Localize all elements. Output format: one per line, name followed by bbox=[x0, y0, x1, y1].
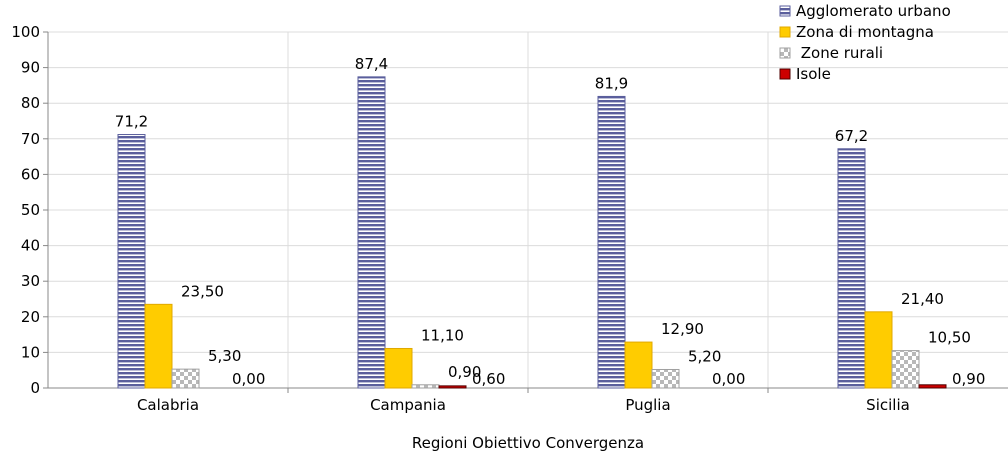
grid bbox=[48, 31, 1008, 389]
data-label: 12,90 bbox=[661, 320, 704, 338]
legend: Agglomerato urbano Zona di montagna Zone … bbox=[779, 2, 951, 83]
x-tick-label: Calabria bbox=[137, 396, 199, 414]
data-labels: 71,223,505,300,0087,411,100,900,6081,912… bbox=[115, 55, 986, 388]
x-tick-label: Campania bbox=[370, 396, 446, 414]
bar bbox=[624, 341, 653, 389]
y-tick-label: 90 bbox=[21, 59, 40, 77]
data-label: 0,00 bbox=[712, 370, 745, 388]
y-tick-label: 0 bbox=[30, 379, 40, 397]
data-label: 10,50 bbox=[928, 329, 971, 347]
y-tick-label: 20 bbox=[21, 308, 40, 326]
bars bbox=[117, 76, 947, 389]
x-tick-label: Puglia bbox=[625, 396, 670, 414]
legend-label: Agglomerato urbano bbox=[796, 2, 951, 20]
data-label: 23,50 bbox=[181, 282, 224, 300]
bar bbox=[384, 347, 413, 389]
legend-label: Zona di montagna bbox=[796, 23, 934, 41]
legend-swatch bbox=[779, 5, 791, 17]
data-label: 71,2 bbox=[115, 113, 148, 131]
bar bbox=[891, 350, 920, 389]
bar bbox=[918, 384, 947, 389]
y-tick-label: 100 bbox=[11, 23, 40, 41]
bar bbox=[117, 134, 146, 389]
data-label: 0,90 bbox=[952, 370, 985, 388]
data-label: 81,9 bbox=[595, 74, 628, 92]
data-label: 11,10 bbox=[421, 326, 464, 344]
bar bbox=[597, 95, 626, 389]
data-label: 5,30 bbox=[208, 347, 241, 365]
y-tick-label: 70 bbox=[21, 130, 40, 148]
legend-label: Isole bbox=[796, 65, 831, 83]
bar bbox=[438, 385, 467, 389]
bar bbox=[651, 368, 680, 389]
y-tick-label: 40 bbox=[21, 237, 40, 255]
data-label: 0,60 bbox=[472, 370, 505, 388]
x-tick-label: Sicilia bbox=[866, 396, 910, 414]
y-tick-label: 30 bbox=[21, 272, 40, 290]
bar bbox=[144, 303, 173, 389]
bar bbox=[411, 384, 440, 389]
data-label: 67,2 bbox=[835, 127, 868, 145]
y-tick-label: 80 bbox=[21, 94, 40, 112]
y-tick-label: 10 bbox=[21, 343, 40, 361]
y-tick-label: 50 bbox=[21, 201, 40, 219]
data-label: 21,40 bbox=[901, 290, 944, 308]
bar bbox=[171, 368, 200, 389]
data-label: 87,4 bbox=[355, 55, 388, 73]
legend-label: Zone rurali bbox=[796, 44, 883, 62]
x-axis-title: Regioni Obiettivo Convergenza bbox=[412, 434, 644, 452]
data-label: 5,20 bbox=[688, 347, 721, 365]
data-label: 0,90 bbox=[448, 363, 481, 381]
legend-swatch bbox=[779, 68, 791, 80]
legend-swatch bbox=[779, 47, 791, 59]
data-label: 0,00 bbox=[232, 370, 265, 388]
bar bbox=[864, 311, 893, 389]
legend-swatch bbox=[779, 26, 791, 38]
bar bbox=[837, 148, 866, 389]
bar bbox=[357, 76, 386, 389]
y-tick-label: 60 bbox=[21, 165, 40, 183]
